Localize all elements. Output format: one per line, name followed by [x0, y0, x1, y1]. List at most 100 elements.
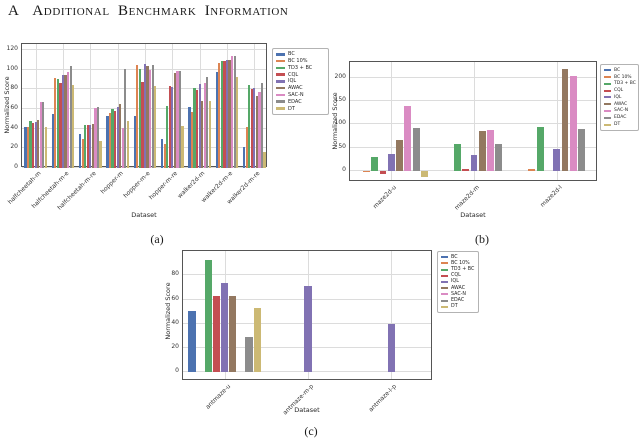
y-tick-label: 200	[334, 72, 346, 80]
bar-SACN-walker2d-m	[203, 83, 206, 168]
bar-EDAC-walker2d-m	[206, 77, 209, 168]
bar-BC10-walker2d-m-e	[218, 62, 221, 168]
legend-item-BC: BC	[604, 68, 635, 73]
bar-SACN-halfcheetah-m	[39, 102, 42, 168]
y-tick-label: 80	[10, 84, 18, 92]
bar-IQL-antmaze-u	[221, 282, 229, 373]
bar-SACN-halfcheetah-m-re	[94, 107, 97, 168]
bar-EDAC-walker2d-m-re	[260, 83, 264, 168]
bar-EDAC-hopper-m-re	[178, 70, 182, 168]
bar-BC10-hopper-m	[108, 112, 112, 168]
bar-AWAC-halfcheetah-m-e	[64, 74, 67, 168]
legend-item-AWAC: AWAC	[441, 286, 475, 291]
bar-IQL-hopper-m	[116, 106, 119, 168]
legend-label: EDAC	[451, 298, 465, 304]
bar-EDAC-halfcheetah-m-e	[69, 65, 72, 168]
section-letter: A	[8, 3, 20, 19]
legend-swatch	[604, 123, 611, 126]
bar-IQL-maze2d-l	[553, 148, 561, 171]
bar-SACN-hopper-m-e	[149, 69, 152, 168]
bar-AWAC-hopper-m-re	[173, 72, 176, 168]
bar-TD3BC-walker2d-m-e	[220, 60, 223, 168]
legend-label: CQL	[451, 273, 461, 279]
bar-EDAC-halfcheetah-m-re	[96, 106, 100, 168]
legend-swatch	[441, 293, 448, 296]
bar-CQL-hopper-m-re	[168, 86, 171, 168]
gridline-x	[391, 251, 393, 379]
legend-swatch	[441, 299, 448, 302]
bar-IQL-halfcheetah-m-re	[89, 124, 92, 168]
legend-item-EDAC: EDAC	[604, 115, 635, 120]
bar-AWAC-maze2d-u	[396, 139, 404, 171]
legend: BC BC 10% TD3 + BC CQL IQL AWAC SAC-N EDAC DT	[600, 64, 639, 131]
y-tick-label: 50	[338, 142, 346, 150]
bar-IQL-antmaze-l-p	[387, 323, 395, 373]
legend-label: SAC-N	[451, 291, 466, 297]
legend-swatch	[441, 268, 448, 271]
subfigure-caption-c: (c)	[304, 424, 318, 438]
bar-CQL-antmaze-u	[212, 295, 221, 373]
bar-DT-walker2d-m-re	[263, 152, 266, 168]
bar-AWAC-walker2d-m	[201, 101, 204, 168]
legend-item-BC: BC	[441, 255, 475, 260]
bar-IQL-hopper-m-re	[171, 87, 174, 168]
legend-label: CQL	[614, 88, 624, 94]
bar-TD3BC-hopper-m	[111, 108, 114, 168]
legend-swatch	[441, 287, 448, 290]
legend-label: AWAC	[288, 85, 303, 92]
bar-EDAC-walker2d-m-e	[233, 55, 236, 168]
legend-label: BC	[614, 67, 621, 73]
gridline-y	[22, 48, 266, 50]
bar-SACN-hopper-m	[121, 127, 124, 168]
legend-swatch	[604, 89, 611, 92]
bar-TD3BC-maze2d-l	[536, 126, 544, 171]
bar-BC10-walker2d-m	[190, 111, 194, 168]
bar-BC10-halfcheetah-m-re	[81, 139, 84, 168]
legend-item-TD3BC: TD3 + BC	[604, 81, 636, 86]
bar-TD3BC-walker2d-m-re	[248, 85, 251, 168]
legend-label: EDAC	[288, 98, 302, 105]
bar-IQL-walker2d-m-re	[253, 88, 256, 168]
y-tick-label: 40	[10, 123, 18, 131]
legend-swatch	[604, 103, 611, 106]
legend-item-AWAC: AWAC	[604, 102, 635, 107]
legend-label: EDAC	[614, 115, 627, 121]
bar-SACN-maze2d-l	[569, 75, 577, 171]
plot-area	[182, 250, 432, 380]
legend-item-CQL: CQL	[276, 72, 325, 78]
bar-CQL-hopper-m	[114, 110, 117, 168]
bar-TD3BC-hopper-m-e	[138, 68, 141, 168]
legend-item-DT: DT	[441, 304, 475, 309]
bar-SACN-hopper-m-re	[176, 70, 179, 168]
bar-DT-walker2d-m	[208, 101, 211, 168]
bar-DT-antmaze-u	[253, 308, 261, 373]
bar-CQL-walker2d-m	[196, 90, 199, 168]
bar-EDAC-maze2d-l	[578, 128, 585, 171]
legend-label: BC 10%	[451, 260, 470, 266]
y-tick-label: 150	[334, 96, 346, 104]
legend-swatch	[276, 53, 285, 56]
bar-BC-walker2d-m	[188, 106, 191, 168]
legend-swatch	[276, 59, 285, 63]
legend-swatch	[441, 256, 448, 259]
y-tick-label: 60	[10, 103, 18, 111]
y-tick-label: 0	[342, 165, 346, 173]
legend-item-DT: DT	[604, 122, 635, 127]
legend-swatch	[441, 262, 448, 265]
legend-label: IQL	[451, 279, 459, 285]
legend-swatch	[276, 107, 285, 110]
bar-AWAC-halfcheetah-m	[37, 119, 40, 168]
y-tick-label: 80	[171, 270, 179, 278]
gridline-y	[350, 100, 596, 102]
bar-IQL-antmaze-m-p	[304, 286, 312, 373]
bar-CQL-hopper-m-e	[141, 82, 144, 168]
legend-swatch	[276, 80, 285, 83]
y-tick-label: 40	[171, 318, 179, 326]
legend-label: IQL	[288, 78, 297, 85]
legend-item-SACN: SAC-N	[276, 92, 325, 98]
section-heading: A Additional Benchmark Information	[8, 3, 288, 20]
gridline-y	[350, 146, 596, 148]
legend-label: TD3 + BC	[288, 64, 313, 71]
legend-item-BC: BC	[276, 51, 325, 57]
